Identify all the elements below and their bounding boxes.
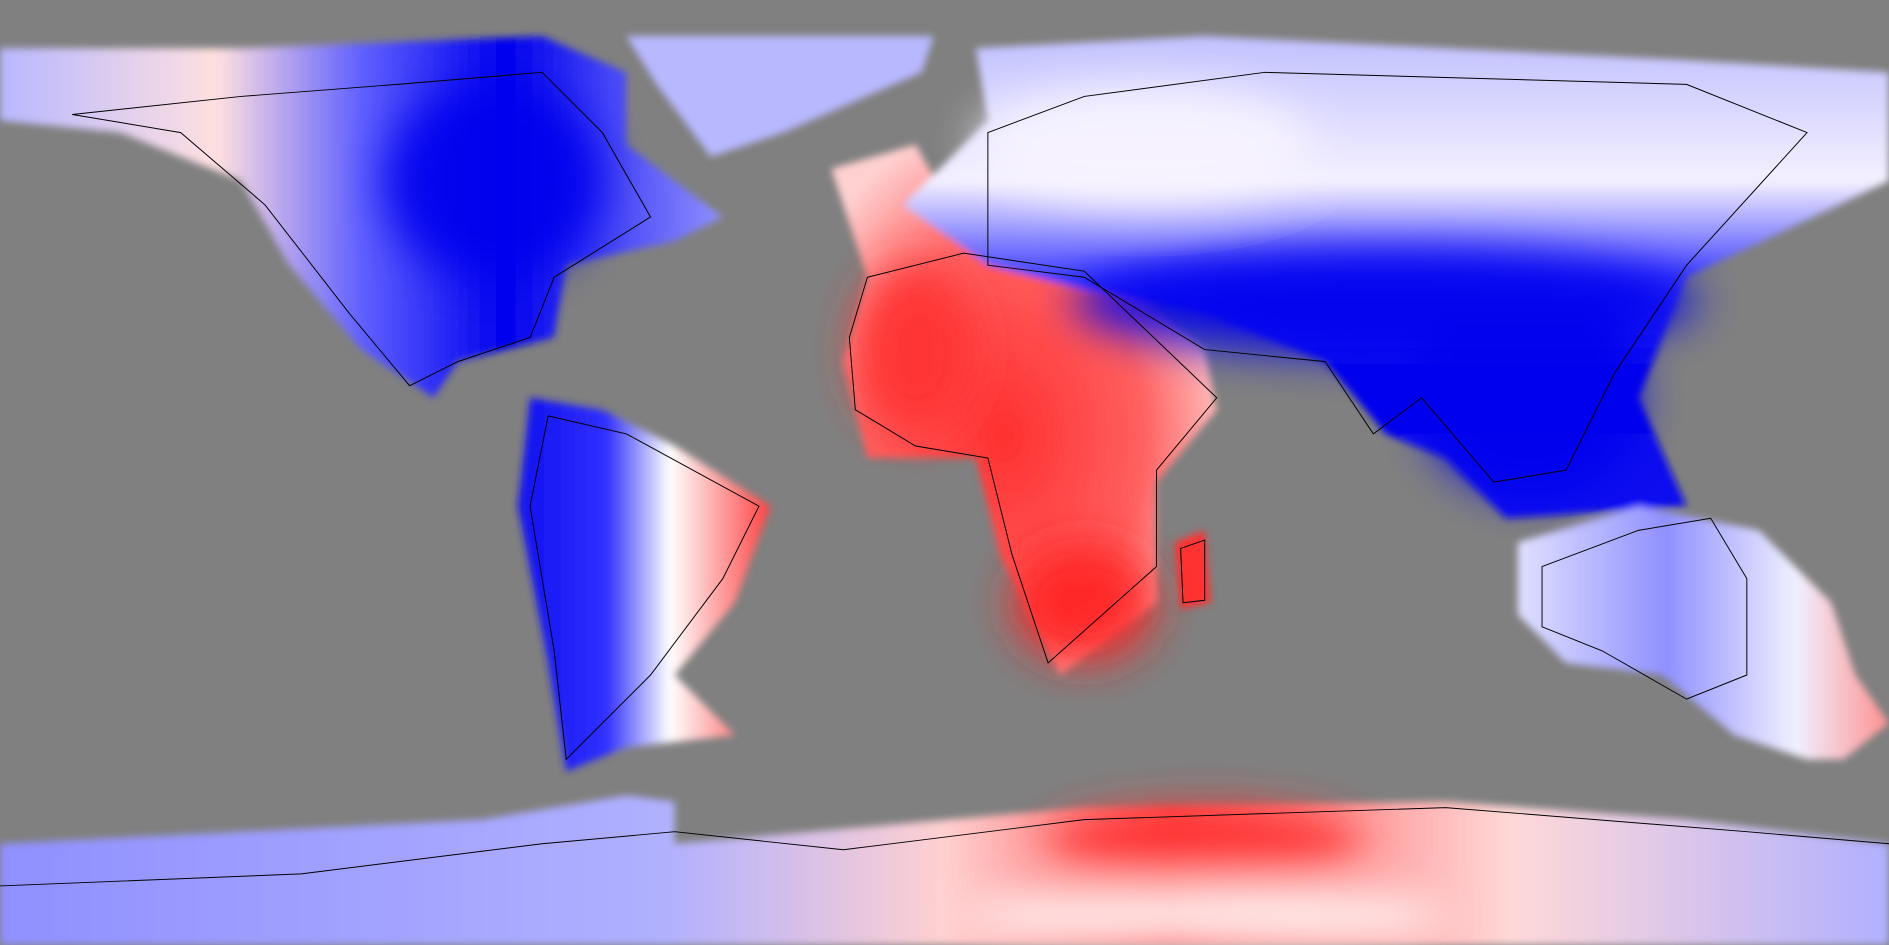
shade-red [855,265,976,434]
coastline [0,807,1889,887]
coastline [1180,539,1206,604]
shade-blue [385,84,603,278]
south-america [518,397,772,772]
coastline [1541,517,1748,700]
field-shading [385,84,1699,945]
australia [1517,506,1889,760]
madagascar [1174,530,1211,609]
shade-blue [1421,301,1639,495]
coastline [848,252,1218,664]
coastlines [0,71,1889,887]
shade-red [1011,542,1157,663]
shade-red [1048,807,1362,880]
coastline [529,415,760,761]
greenland [626,36,934,157]
shade-white [963,885,1446,945]
shade-white [975,84,1314,205]
coastline [72,71,652,387]
coastline [987,71,1808,483]
